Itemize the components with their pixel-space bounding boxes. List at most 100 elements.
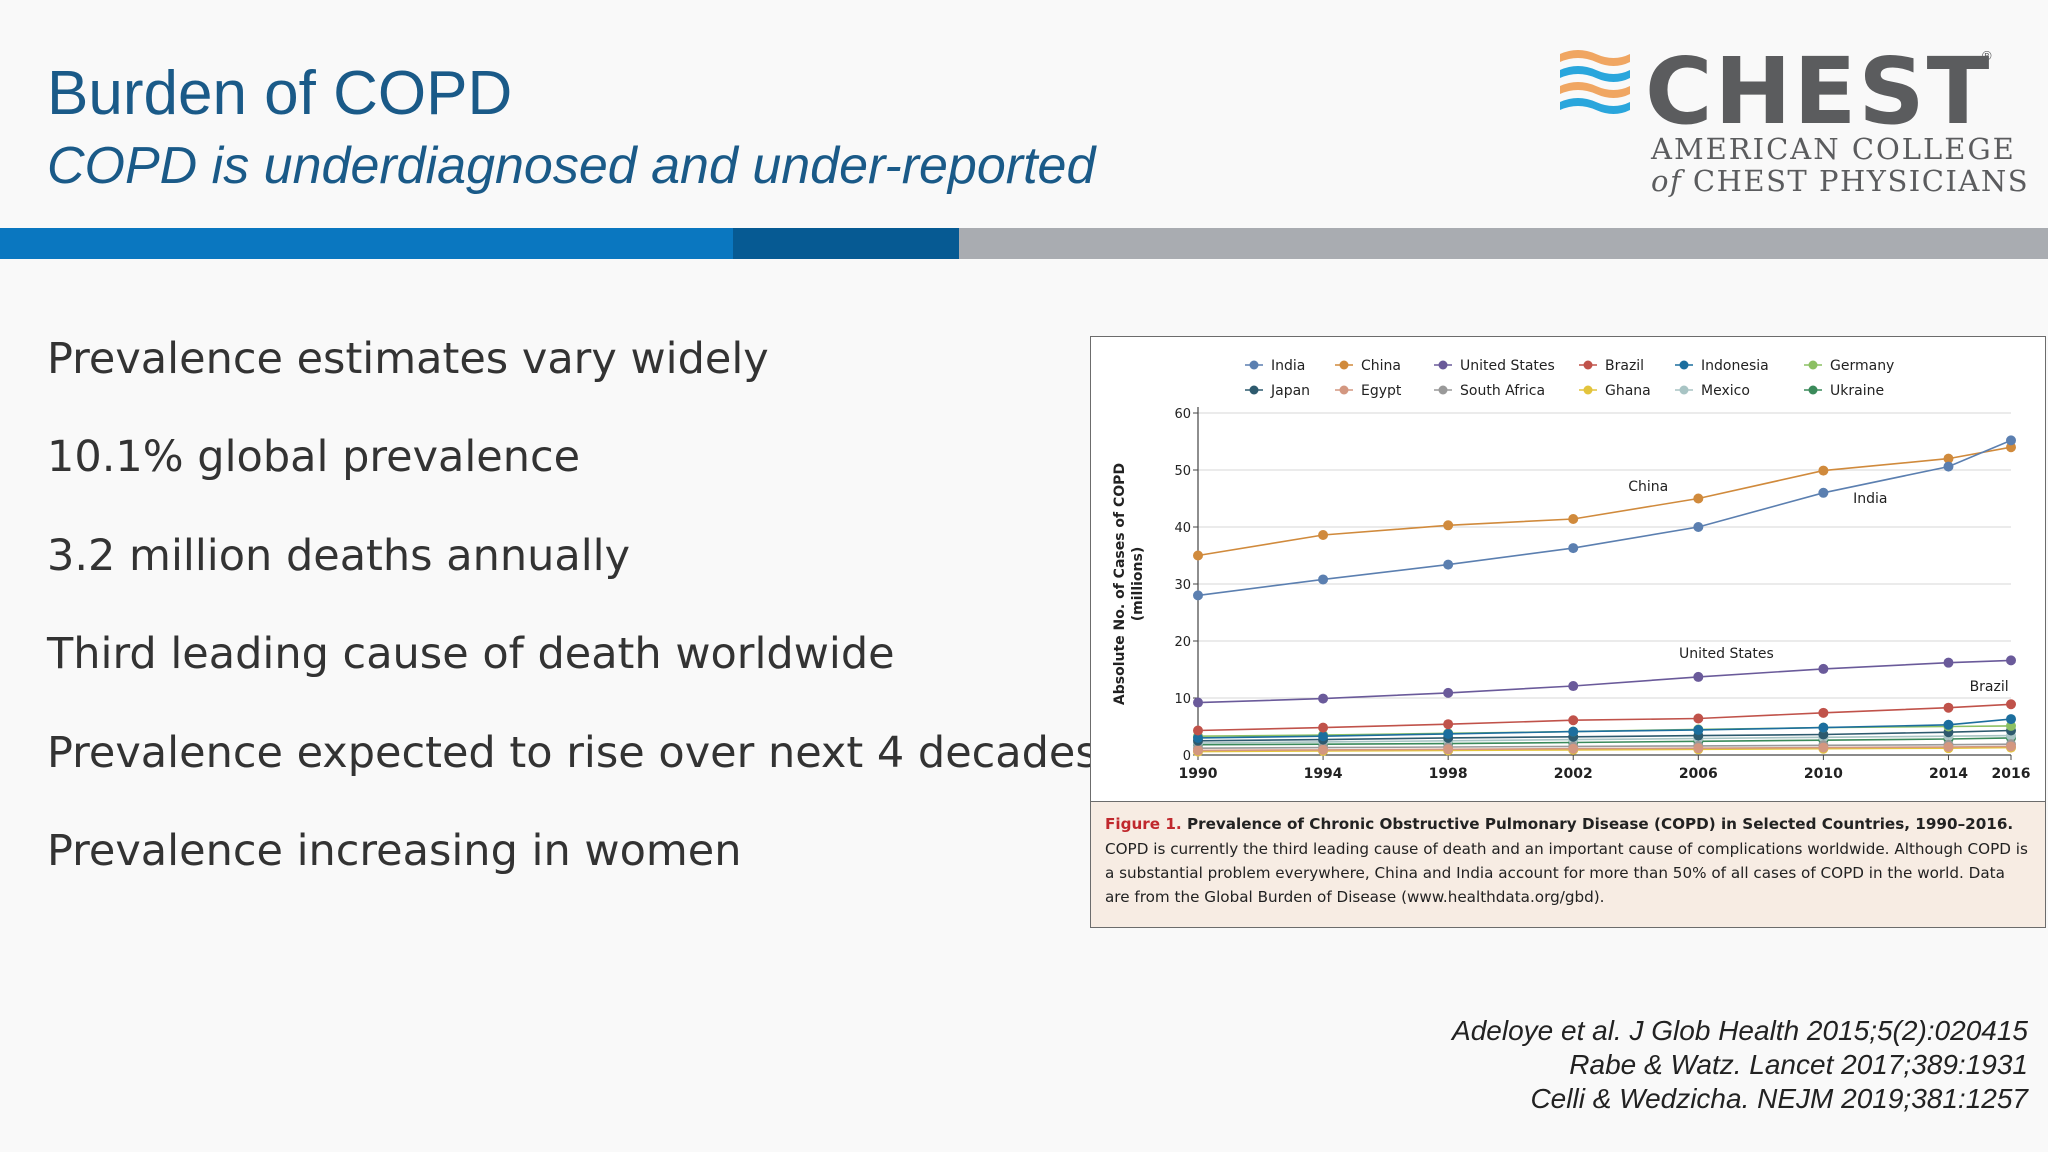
legend-swatch-marker (1808, 360, 1818, 370)
legend-label: Japan (1270, 383, 1310, 399)
data-point-india (1568, 543, 1579, 554)
data-point-united-states (1818, 663, 1829, 674)
legend-label: Germany (1830, 358, 1894, 374)
legend-label: Brazil (1605, 358, 1644, 374)
data-point-united-states (1443, 687, 1454, 698)
legend-label: India (1271, 358, 1305, 374)
data-point-india (1193, 590, 1203, 601)
series-line-japan (1197, 729, 2012, 742)
logo-line-1: AMERICAN COLLEGE (1651, 132, 2016, 166)
logo-wordmark: CHEST (1645, 38, 1992, 145)
data-point-indonesia (2006, 714, 2016, 725)
data-point-indonesia (1443, 728, 1454, 739)
legend-swatch-marker (1339, 385, 1349, 395)
data-point-indonesia (1818, 722, 1829, 733)
references: Adeloye et al. J Glob Health 2015;5(2):0… (1452, 1014, 2028, 1116)
data-point-egypt (1568, 743, 1579, 754)
series-line-united-states (1197, 659, 2012, 704)
data-point-brazil (1318, 722, 1329, 733)
copd-prevalence-chart: 0 10 20 30 40 50 60 1990 1994 1998 2002 2006 2010 201… (1112, 358, 2030, 782)
legend-swatch-marker (1249, 385, 1259, 395)
y-tick-label: 10 (1174, 692, 1191, 707)
data-point-germany (2006, 720, 2016, 731)
x-tick-label: 2002 (1554, 766, 1593, 782)
logo-registered-mark: ® (1982, 48, 1992, 63)
x-tick-label: 2010 (1804, 766, 1843, 782)
series-annotation: China (1628, 479, 1668, 495)
data-point-indonesia (1943, 719, 1954, 730)
data-point-china (2006, 442, 2016, 453)
data-point-china (1193, 550, 1203, 561)
bullet-item: Prevalence increasing in women (47, 825, 742, 876)
legend-swatch-marker (1583, 360, 1593, 370)
data-point-brazil (1193, 725, 1203, 736)
data-point-egypt (1693, 743, 1704, 754)
data-point-india (1693, 522, 1704, 532)
data-point-brazil (1568, 715, 1579, 726)
y-tick-label: 50 (1174, 464, 1191, 479)
caption-title: Prevalence of Chronic Obstructive Pulmon… (1186, 815, 2014, 833)
legend-label: Ukraine (1830, 383, 1884, 399)
page-subtitle: COPD is underdiagnosed and under-reporte… (47, 137, 1096, 195)
y-tick-label: 30 (1174, 578, 1191, 593)
series-line-indonesia (1197, 718, 2012, 739)
data-point-united-states (1568, 681, 1579, 692)
copd-figure: 0 10 20 30 40 50 60 1990 1994 1998 2002 2006 2010 201… (1090, 336, 2046, 928)
reference-item: Rabe & Watz. Lancet 2017;389:1931 (1569, 1049, 2028, 1080)
data-point-india (1318, 574, 1329, 585)
x-tick-label: 1998 (1429, 766, 1468, 782)
y-tick-label: 20 (1174, 635, 1191, 650)
data-point-india (1443, 559, 1454, 570)
legend-swatch-marker (1583, 385, 1593, 395)
header-band-blue (0, 228, 733, 259)
data-point-brazil (1693, 713, 1704, 724)
legend-swatch-marker (1808, 385, 1818, 395)
series-line-ghana (1197, 746, 2012, 753)
data-point-brazil (1443, 719, 1454, 730)
data-point-china (1568, 514, 1579, 525)
legend-swatch-marker (1438, 360, 1448, 370)
legend-swatch-marker (1438, 385, 1448, 395)
series-line-brazil (1197, 703, 2012, 732)
data-point-indonesia (1318, 731, 1329, 742)
data-point-india (1943, 461, 1954, 472)
data-point-brazil (2006, 699, 2016, 710)
bullet-item: 3.2 million deaths annually (47, 530, 631, 581)
bullet-item: Prevalence estimates vary widely (47, 334, 769, 384)
data-point-indonesia (1693, 724, 1704, 735)
series-annotation: India (1853, 491, 1887, 507)
y-axis-label: (millions) (1130, 547, 1146, 622)
legend-label: United States (1460, 358, 1555, 374)
logo-line-2: of CHEST PHYSICIANS (1651, 164, 2029, 198)
data-point-china (1818, 465, 1829, 476)
header-band-gray (959, 228, 2048, 259)
data-point-united-states (1318, 693, 1329, 704)
legend-swatch-marker (1679, 385, 1689, 395)
legend-swatch-marker (1679, 360, 1689, 370)
x-tick-label: 2006 (1679, 766, 1718, 782)
data-point-japan (1818, 729, 1829, 740)
reference-item: Celli & Wedzicha. NEJM 2019;381:1257 (1530, 1083, 2028, 1114)
figure-caption: Figure 1. Prevalence of Chronic Obstruct… (1091, 801, 2045, 927)
caption-body: COPD is currently the third leading caus… (1105, 840, 2028, 906)
bullet-list: Prevalence estimates vary widely 10.1% g… (47, 330, 1098, 920)
bullet-item: Prevalence expected to rise over next 4 … (47, 727, 1098, 778)
legend-label: Mexico (1701, 383, 1750, 399)
legend-label: South Africa (1460, 383, 1545, 399)
data-point-china (1443, 520, 1454, 531)
data-point-egypt (1318, 744, 1329, 755)
y-tick-label: 60 (1174, 407, 1191, 422)
series-annotation: Brazil (1970, 679, 2009, 695)
data-point-india (2006, 435, 2016, 446)
x-tick-label: 1990 (1179, 766, 1218, 782)
legend-label: Ghana (1605, 383, 1651, 399)
series-line-mexico (1197, 734, 2012, 744)
data-point-indonesia (1568, 726, 1579, 737)
data-point-india (1818, 487, 1829, 498)
series-line-egypt (1197, 745, 2012, 752)
y-tick-label: 0 (1183, 749, 1191, 764)
legend-swatch-marker (1249, 360, 1259, 370)
legend-label: Egypt (1361, 383, 1402, 399)
data-point-united-states (1943, 657, 1954, 668)
caption-heading: Figure 1. Prevalence of Chronic Obstruct… (1105, 812, 2033, 836)
